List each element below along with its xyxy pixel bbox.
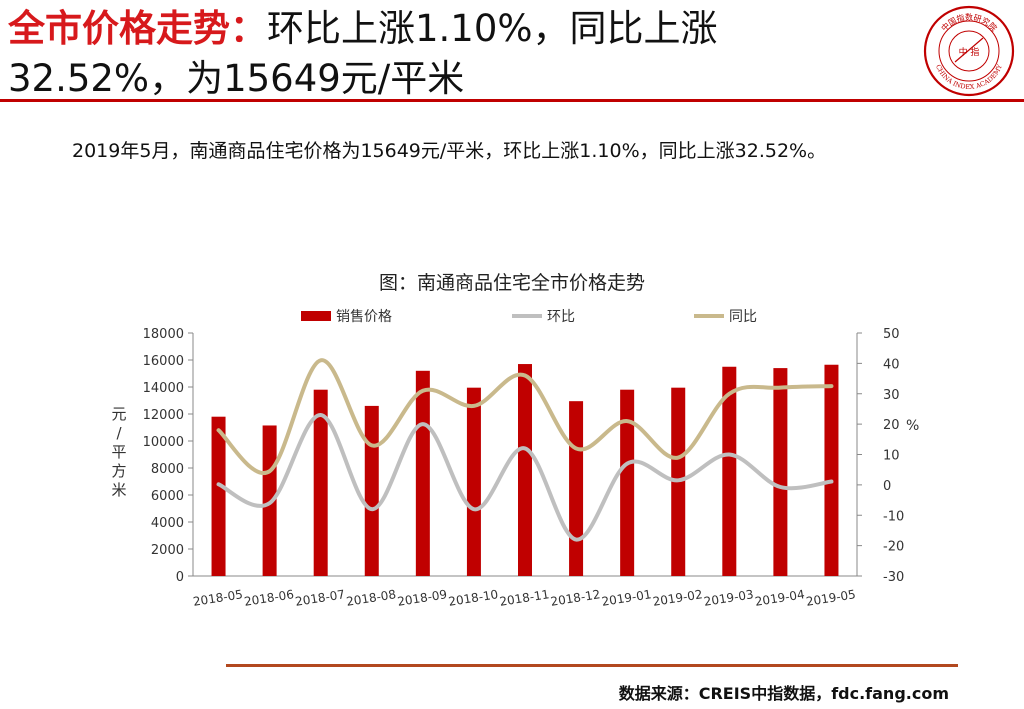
y2-tick-label: -20 <box>883 540 904 555</box>
title-highlight: 全市价格走势： <box>8 7 267 50</box>
data-source: 数据来源：CREIS中指数据，fdc.fang.com <box>618 684 949 703</box>
page-title: 全市价格走势：环比上涨1.10%，同比上涨 32.52%，为15649元/平米 <box>8 4 908 104</box>
y-tick-label: 6000 <box>151 489 184 504</box>
mom-line <box>216 413 834 542</box>
price-bar <box>415 370 430 576</box>
title-divider <box>0 99 1024 102</box>
y-tick-label: 10000 <box>143 435 184 450</box>
price-bar <box>518 364 532 576</box>
legend-yoy-label: 同比 <box>729 309 757 325</box>
x-tick-label: 2019-05 <box>805 587 857 609</box>
y-tick-label: 18000 <box>143 327 184 342</box>
y2-tick-label: 40 <box>883 357 900 372</box>
price-bar <box>773 368 788 576</box>
y2-tick-label: 30 <box>883 388 900 403</box>
x-tick-label: 2018-12 <box>550 587 602 609</box>
footer-divider <box>226 664 958 667</box>
y2-tick-label: 50 <box>883 327 900 342</box>
y-axis-left-label: 元 / 平方米 <box>110 405 128 500</box>
y-tick-label: 2000 <box>151 543 184 558</box>
legend-bar-label: 销售价格 <box>336 309 392 325</box>
x-tick-label: 2018-06 <box>243 587 295 609</box>
y2-tick-label: -10 <box>883 509 904 524</box>
china-index-academy-logo: 中 指 中国指数研究院 CHINA INDEX ACADEMY <box>923 5 1015 97</box>
y-axis-left-label-char: 方 <box>111 462 127 480</box>
y-axis-left-label-char: / <box>116 424 122 442</box>
price-bar <box>313 389 328 576</box>
price-bar <box>620 389 635 576</box>
y2-tick-label: 20 <box>883 418 900 433</box>
title-line-2: 32.52%，为15649元/平米 <box>8 57 465 100</box>
y-tick-label: 16000 <box>143 354 184 369</box>
y-axis-right-label: % <box>906 418 920 434</box>
y-tick-label: 14000 <box>143 381 184 396</box>
legend-bar-symbol <box>301 311 331 321</box>
price-bar <box>569 401 584 576</box>
x-tick-label: 2019-01 <box>601 587 653 609</box>
y-axis-left-label-char: 元 <box>111 405 127 423</box>
price-bar <box>364 405 379 576</box>
logo-center-text: 中 指 <box>959 46 980 58</box>
price-bar <box>722 366 737 576</box>
y-tick-label: 8000 <box>151 462 184 477</box>
x-tick-label: 2019-04 <box>754 587 806 609</box>
y-tick-label: 4000 <box>151 516 184 531</box>
x-tick-label: 2019-02 <box>652 587 704 609</box>
y-axis-left-label-char: 平 <box>111 443 127 461</box>
svg-text:中国指数研究院: 中国指数研究院 <box>939 12 999 33</box>
x-tick-label: 2018-08 <box>345 587 397 609</box>
x-tick-label: 2018-05 <box>192 587 244 609</box>
y-tick-label: 0 <box>176 570 184 585</box>
x-tick-label: 2018-07 <box>294 587 346 609</box>
price-trend-chart: 0 2000 4000 6000 8000 10000 12000 14000 16000 180… <box>143 309 905 609</box>
y-tick-label: 12000 <box>143 408 184 423</box>
x-tick-label: 2018-09 <box>396 587 448 609</box>
logo-text-top: 中国指数研究院 <box>939 12 999 33</box>
y2-tick-label: -30 <box>883 570 904 585</box>
x-tick-label: 2018-10 <box>447 587 499 609</box>
chart-title: 图：南通商品住宅全市价格走势 <box>378 272 645 294</box>
x-tick-label: 2019-03 <box>703 587 755 609</box>
price-bar <box>211 416 226 576</box>
price-bar <box>824 364 839 576</box>
yoy-line <box>216 358 834 476</box>
summary-text: 2019年5月，南通商品住宅价格为15649元/平米，环比上涨1.10%，同比上… <box>72 140 827 162</box>
y2-tick-label: 0 <box>883 479 891 494</box>
y2-tick-label: 10 <box>883 449 900 464</box>
y-axis-left-label-char: 米 <box>111 481 127 499</box>
x-tick-label: 2018-11 <box>499 587 551 609</box>
legend-mom-label: 环比 <box>547 309 575 325</box>
title-rest: 环比上涨1.10%，同比上涨 <box>267 7 718 50</box>
price-bar <box>466 387 481 576</box>
